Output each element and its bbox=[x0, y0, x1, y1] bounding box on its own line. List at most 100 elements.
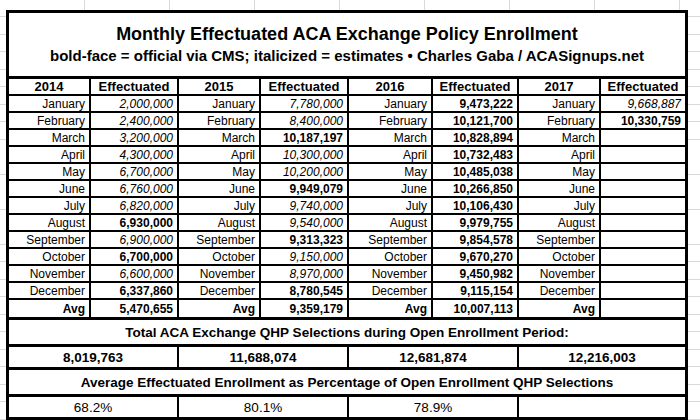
value-cell[interactable] bbox=[601, 164, 685, 181]
avg-value-cell[interactable]: 5,470,655 bbox=[91, 300, 179, 317]
month-label-cell[interactable]: October bbox=[519, 249, 601, 266]
month-label-cell[interactable]: January bbox=[179, 96, 261, 113]
month-label-cell[interactable]: May bbox=[519, 164, 601, 181]
month-label-cell[interactable]: April bbox=[519, 147, 601, 164]
value-cell[interactable] bbox=[601, 249, 685, 266]
total-qhp-2014-cell[interactable]: 8,019,763 bbox=[9, 347, 179, 367]
value-cell[interactable]: 9,670,270 bbox=[433, 249, 519, 266]
month-label-cell[interactable]: April bbox=[349, 147, 433, 164]
value-cell[interactable] bbox=[601, 232, 685, 249]
month-label-cell[interactable]: June bbox=[9, 181, 91, 198]
value-cell[interactable]: 9,668,887 bbox=[601, 96, 685, 113]
pct-2017-cell[interactable] bbox=[519, 397, 685, 417]
avg-value-cell[interactable] bbox=[601, 300, 685, 317]
month-label-cell[interactable]: September bbox=[9, 232, 91, 249]
value-cell[interactable]: 10,187,197 bbox=[261, 130, 349, 147]
month-label-cell[interactable]: September bbox=[179, 232, 261, 249]
value-cell[interactable] bbox=[601, 283, 685, 300]
title-cell[interactable]: Monthly Effectuated ACA Exchange Policy … bbox=[9, 13, 685, 79]
avg-label-cell[interactable]: Avg bbox=[179, 300, 261, 317]
month-label-cell[interactable]: May bbox=[349, 164, 433, 181]
value-cell[interactable] bbox=[601, 130, 685, 147]
month-label-cell[interactable]: November bbox=[349, 266, 433, 283]
value-cell[interactable]: 9,949,079 bbox=[261, 181, 349, 198]
pct-2016-cell[interactable]: 78.9% bbox=[349, 397, 519, 417]
value-cell[interactable]: 9,854,578 bbox=[433, 232, 519, 249]
value-cell[interactable] bbox=[601, 198, 685, 215]
value-cell[interactable]: 10,732,483 bbox=[433, 147, 519, 164]
month-label-cell[interactable]: December bbox=[349, 283, 433, 300]
year-header-cell[interactable]: 2014 bbox=[9, 79, 91, 96]
effectuated-header-cell[interactable]: Effectuated bbox=[433, 79, 519, 96]
value-cell[interactable]: 9,473,222 bbox=[433, 96, 519, 113]
month-label-cell[interactable]: January bbox=[519, 96, 601, 113]
value-cell[interactable]: 10,200,000 bbox=[261, 164, 349, 181]
value-cell[interactable]: 10,828,894 bbox=[433, 130, 519, 147]
month-label-cell[interactable]: March bbox=[9, 130, 91, 147]
value-cell[interactable]: 6,900,000 bbox=[91, 232, 179, 249]
month-label-cell[interactable]: January bbox=[9, 96, 91, 113]
total-qhp-2017-cell[interactable]: 12,216,003 bbox=[519, 347, 685, 367]
value-cell[interactable]: 8,970,000 bbox=[261, 266, 349, 283]
value-cell[interactable]: 2,000,000 bbox=[91, 96, 179, 113]
value-cell[interactable]: 6,820,000 bbox=[91, 198, 179, 215]
month-label-cell[interactable]: July bbox=[519, 198, 601, 215]
month-label-cell[interactable]: June bbox=[179, 181, 261, 198]
value-cell[interactable]: 10,121,700 bbox=[433, 113, 519, 130]
pct-2015-cell[interactable]: 80.1% bbox=[179, 397, 349, 417]
value-cell[interactable]: 9,740,000 bbox=[261, 198, 349, 215]
value-cell[interactable]: 10,266,850 bbox=[433, 181, 519, 198]
value-cell[interactable]: 10,330,759 bbox=[601, 113, 685, 130]
year-header-cell[interactable]: 2017 bbox=[519, 79, 601, 96]
value-cell[interactable]: 6,600,000 bbox=[91, 266, 179, 283]
avg-value-cell[interactable]: 9,359,179 bbox=[261, 300, 349, 317]
month-label-cell[interactable]: December bbox=[179, 283, 261, 300]
pct-2014-cell[interactable]: 68.2% bbox=[9, 397, 179, 417]
month-label-cell[interactable]: August bbox=[349, 215, 433, 232]
value-cell[interactable]: 6,700,000 bbox=[91, 164, 179, 181]
value-cell[interactable]: 9,450,982 bbox=[433, 266, 519, 283]
month-label-cell[interactable]: June bbox=[519, 181, 601, 198]
effectuated-header-cell[interactable]: Effectuated bbox=[91, 79, 179, 96]
avg-value-cell[interactable]: 10,007,113 bbox=[433, 300, 519, 317]
month-label-cell[interactable]: September bbox=[349, 232, 433, 249]
month-label-cell[interactable]: September bbox=[519, 232, 601, 249]
month-label-cell[interactable]: March bbox=[519, 130, 601, 147]
month-label-cell[interactable]: December bbox=[9, 283, 91, 300]
month-label-cell[interactable]: October bbox=[349, 249, 433, 266]
value-cell[interactable] bbox=[601, 147, 685, 164]
month-label-cell[interactable]: August bbox=[519, 215, 601, 232]
month-label-cell[interactable]: June bbox=[349, 181, 433, 198]
value-cell[interactable]: 8,400,000 bbox=[261, 113, 349, 130]
month-label-cell[interactable]: November bbox=[519, 266, 601, 283]
month-label-cell[interactable]: February bbox=[179, 113, 261, 130]
month-label-cell[interactable]: October bbox=[179, 249, 261, 266]
month-label-cell[interactable]: March bbox=[349, 130, 433, 147]
month-label-cell[interactable]: July bbox=[9, 198, 91, 215]
month-label-cell[interactable]: July bbox=[179, 198, 261, 215]
month-label-cell[interactable]: April bbox=[179, 147, 261, 164]
value-cell[interactable]: 7,780,000 bbox=[261, 96, 349, 113]
year-header-cell[interactable]: 2016 bbox=[349, 79, 433, 96]
year-header-cell[interactable]: 2015 bbox=[179, 79, 261, 96]
month-label-cell[interactable]: May bbox=[9, 164, 91, 181]
value-cell[interactable]: 8,780,545 bbox=[261, 283, 349, 300]
month-label-cell[interactable]: August bbox=[179, 215, 261, 232]
month-label-cell[interactable]: February bbox=[519, 113, 601, 130]
value-cell[interactable]: 9,540,000 bbox=[261, 215, 349, 232]
value-cell[interactable] bbox=[601, 181, 685, 198]
month-label-cell[interactable]: November bbox=[179, 266, 261, 283]
month-label-cell[interactable]: July bbox=[349, 198, 433, 215]
month-label-cell[interactable]: November bbox=[9, 266, 91, 283]
avg-label-cell[interactable]: Avg bbox=[349, 300, 433, 317]
value-cell[interactable] bbox=[601, 266, 685, 283]
value-cell[interactable]: 10,485,038 bbox=[433, 164, 519, 181]
month-label-cell[interactable]: February bbox=[349, 113, 433, 130]
value-cell[interactable]: 6,930,000 bbox=[91, 215, 179, 232]
month-label-cell[interactable]: October bbox=[9, 249, 91, 266]
value-cell[interactable]: 9,979,755 bbox=[433, 215, 519, 232]
value-cell[interactable]: 2,400,000 bbox=[91, 113, 179, 130]
value-cell[interactable]: 3,200,000 bbox=[91, 130, 179, 147]
month-label-cell[interactable]: December bbox=[519, 283, 601, 300]
value-cell[interactable]: 9,150,000 bbox=[261, 249, 349, 266]
